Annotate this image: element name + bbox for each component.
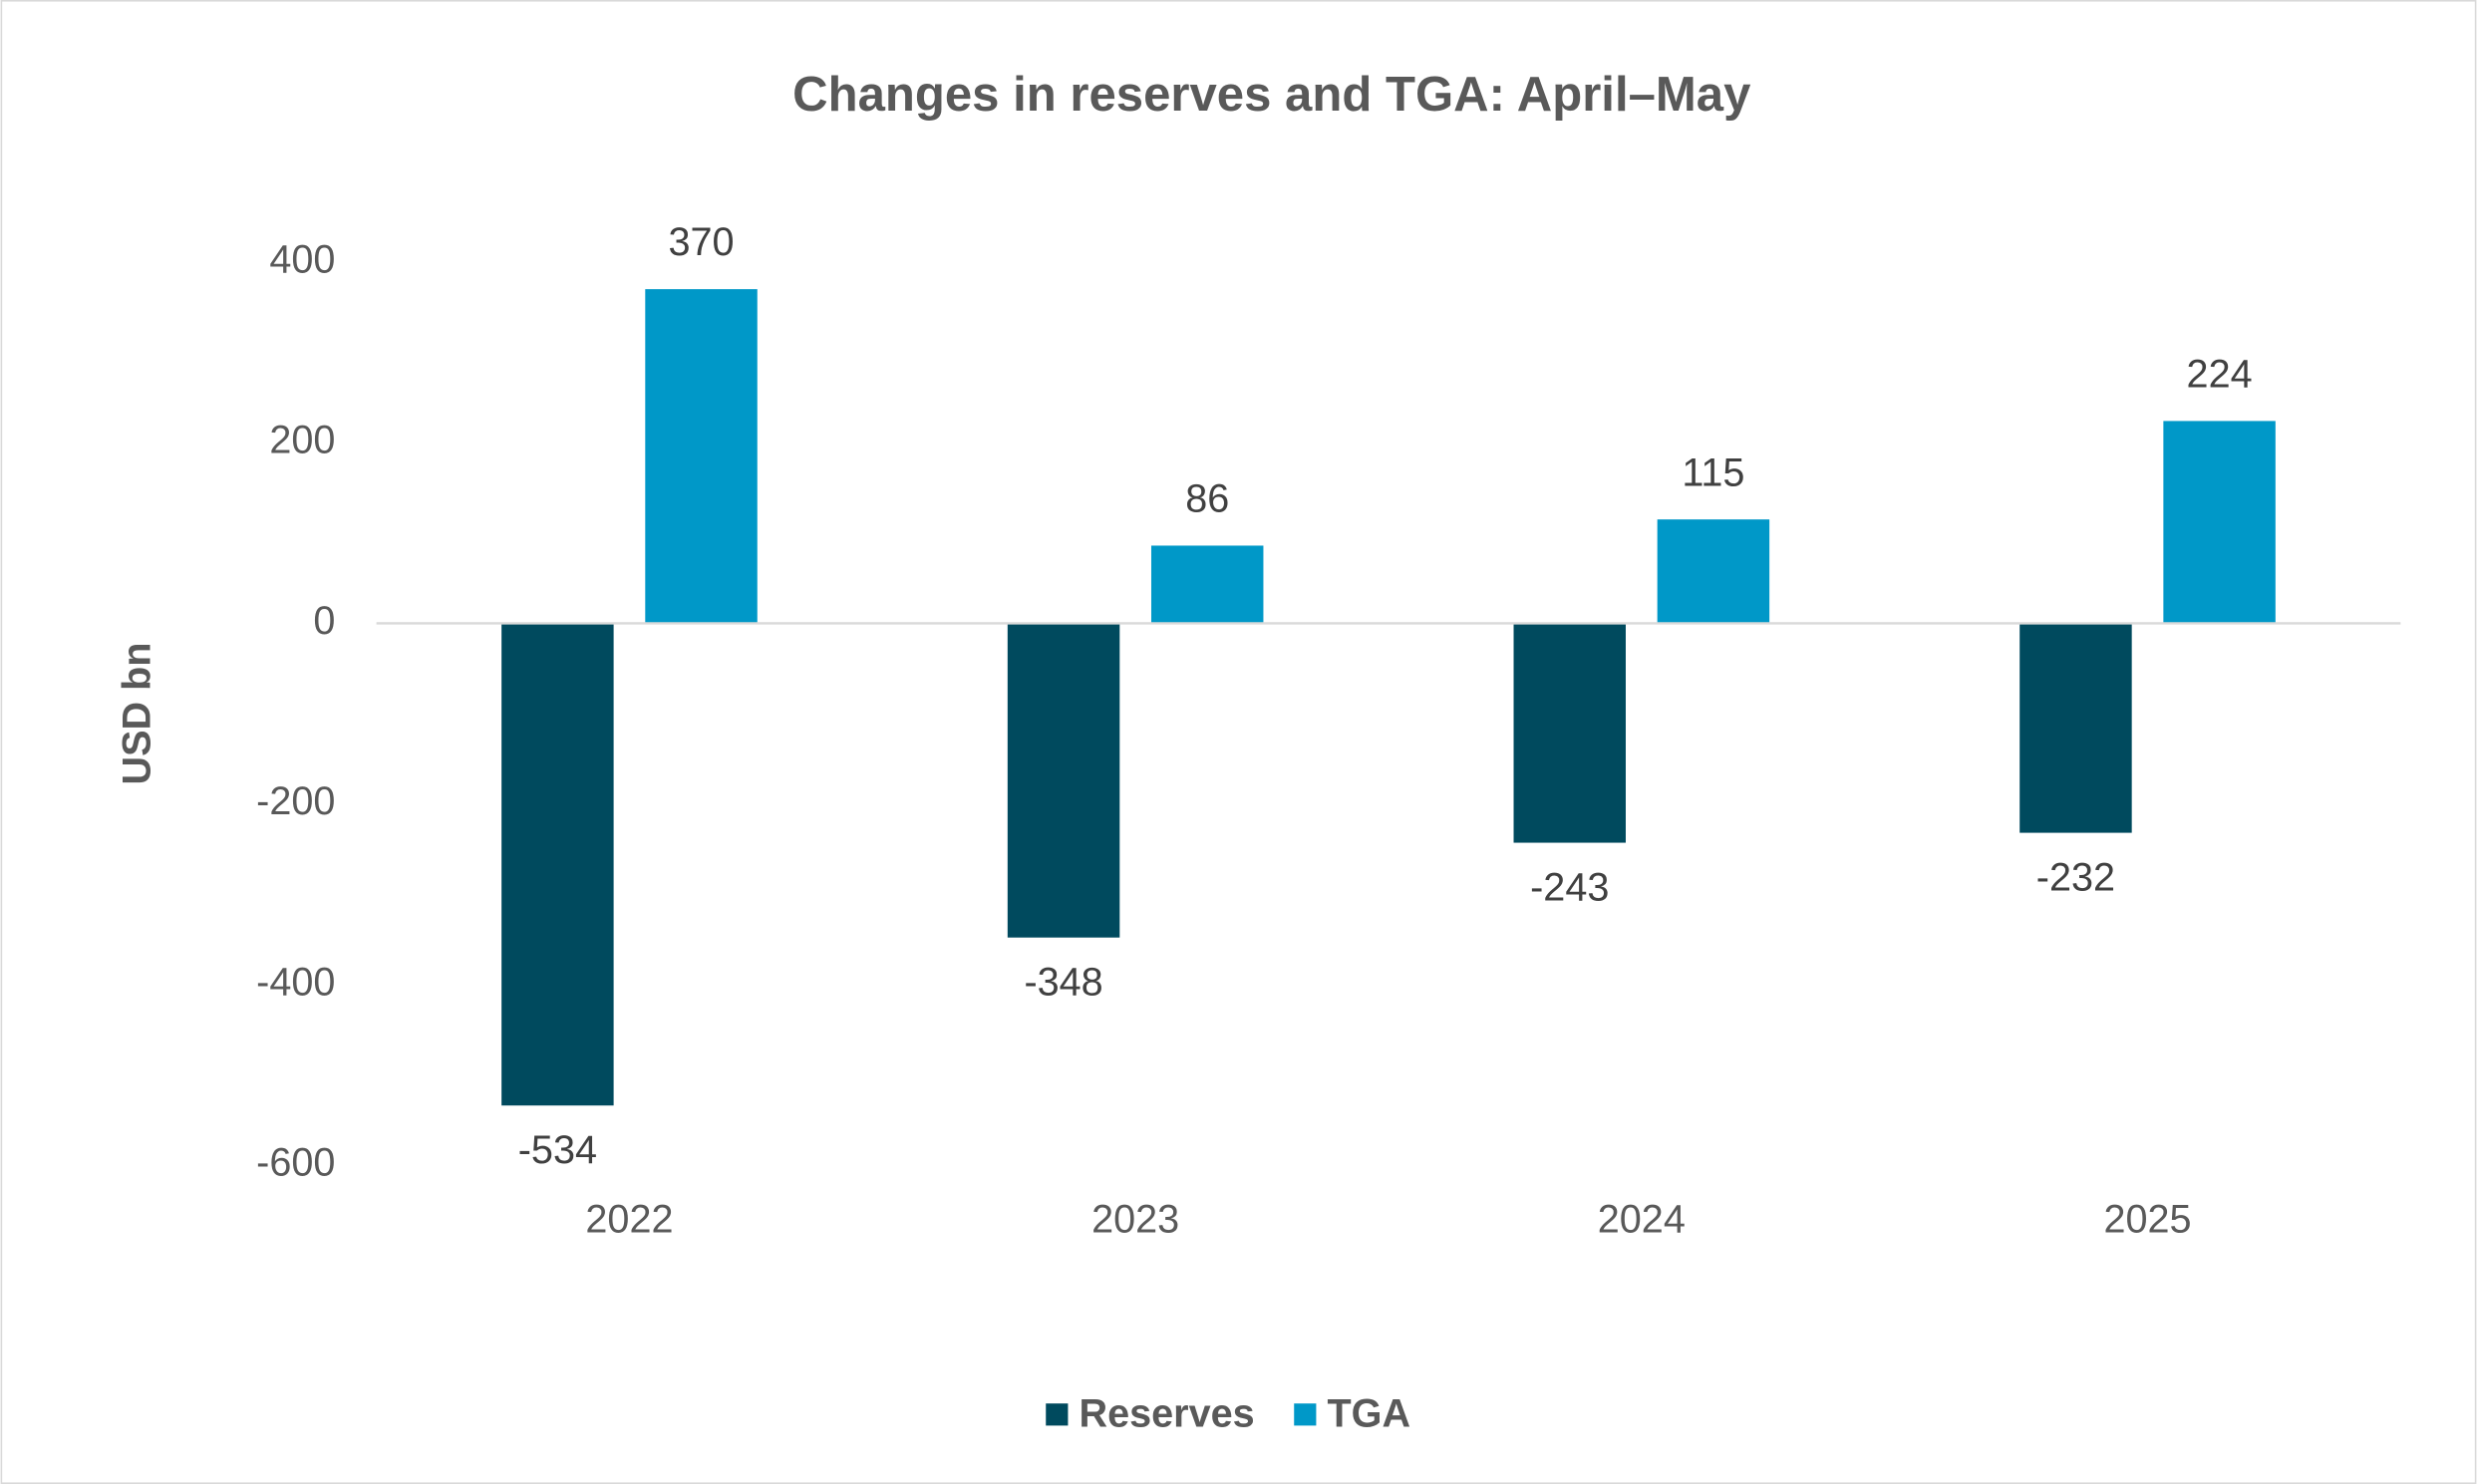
y-tick-label: 0 bbox=[313, 599, 335, 643]
legend-swatch bbox=[1046, 1403, 1069, 1426]
x-tick-label: 2024 bbox=[1598, 1198, 1686, 1242]
bar bbox=[2019, 623, 2132, 833]
bar bbox=[645, 289, 758, 624]
data-label: -232 bbox=[2036, 856, 2115, 900]
bar bbox=[501, 623, 614, 1106]
x-tick-label: 2023 bbox=[1091, 1198, 1179, 1242]
x-tick-label: 2022 bbox=[585, 1198, 673, 1242]
legend-label: TGA bbox=[1328, 1391, 1411, 1435]
data-label: -243 bbox=[1530, 866, 1609, 910]
data-label: 224 bbox=[2187, 353, 2253, 397]
bar bbox=[1150, 545, 1264, 624]
bar bbox=[1007, 623, 1120, 938]
bar bbox=[1513, 623, 1626, 843]
y-tick-label: 400 bbox=[269, 237, 335, 281]
data-label: 86 bbox=[1185, 477, 1229, 521]
y-tick-label: -600 bbox=[256, 1140, 335, 1184]
y-tick-label: 200 bbox=[269, 419, 335, 462]
y-tick-label: -400 bbox=[256, 960, 335, 1004]
legend-label: Reserves bbox=[1080, 1391, 1255, 1435]
data-label: -534 bbox=[518, 1128, 597, 1172]
x-tick-label: 2025 bbox=[2103, 1198, 2191, 1242]
bar bbox=[1657, 519, 1770, 624]
data-label: -348 bbox=[1024, 961, 1102, 1005]
data-label: 370 bbox=[668, 220, 734, 264]
y-axis-label: USD bn bbox=[115, 643, 158, 785]
legend-swatch bbox=[1294, 1403, 1317, 1426]
data-label: 115 bbox=[1682, 450, 1744, 494]
y-tick-label: -200 bbox=[256, 779, 335, 823]
chart-title: Changes in reserves and TGA: April–May bbox=[792, 68, 1751, 122]
bar bbox=[2163, 421, 2276, 624]
